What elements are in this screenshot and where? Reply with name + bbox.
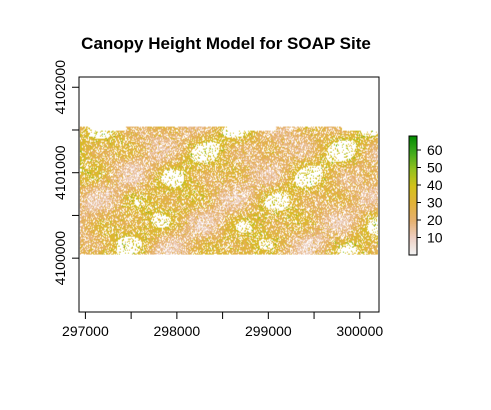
colorbar-segment <box>409 245 417 248</box>
colorbar-segment <box>409 193 417 196</box>
colorbar-segment <box>409 139 417 143</box>
colorbar-segment <box>409 217 417 220</box>
colorbar-segment <box>409 153 417 157</box>
colorbar-segment <box>409 179 417 183</box>
colorbar-segment <box>409 165 417 169</box>
x-tick-label: 297000 <box>62 323 109 339</box>
colorbar-segment <box>409 143 417 147</box>
colorbar-segment <box>409 175 417 179</box>
colorbar-segment <box>409 187 417 191</box>
colorbar-segment <box>409 145 417 149</box>
colorbar-segment <box>409 181 417 185</box>
colorbar-segment <box>409 205 417 208</box>
colorbar-tick-label: 10 <box>427 230 443 246</box>
canopy-height-raster <box>79 126 378 255</box>
colorbar-segment <box>409 251 417 254</box>
x-tick-label: 299000 <box>245 323 292 339</box>
colorbar-tick-label: 20 <box>427 212 443 228</box>
colorbar-segment <box>409 163 417 167</box>
colorbar-segment <box>409 221 417 224</box>
colorbar-segment <box>409 137 417 141</box>
colorbar-segment <box>409 169 417 173</box>
x-tick-label: 300000 <box>336 323 383 339</box>
colorbar-segment <box>409 197 417 200</box>
y-tick-label: 4102000 <box>52 60 68 115</box>
y-axis: 4100000 4101000 4102000 <box>52 60 80 286</box>
colorbar-segment <box>409 207 417 210</box>
colorbar-segment <box>409 173 417 177</box>
colorbar-segment <box>409 211 417 214</box>
colorbar-segment <box>409 209 417 212</box>
y-tick-label: 4100000 <box>52 231 68 286</box>
colorbar-segment <box>409 155 417 159</box>
colorbar-segment <box>409 213 417 216</box>
colorbar-tick-label: 60 <box>427 142 443 158</box>
colorbar-segment <box>409 235 417 238</box>
colorbar-segment <box>409 253 417 256</box>
colorbar-segment <box>409 171 417 175</box>
colorbar-segment <box>409 136 417 139</box>
colorbar-segment <box>409 223 417 226</box>
colorbar-segment <box>409 219 417 222</box>
colorbar-segment <box>409 151 417 155</box>
chart-title: Canopy Height Model for SOAP Site <box>81 34 371 53</box>
colorbar-segment <box>409 177 417 181</box>
colorbar-segment <box>409 233 417 236</box>
colorbar-segment <box>409 159 417 163</box>
colorbar-segment <box>409 247 417 250</box>
colorbar-tick-label: 50 <box>427 160 443 176</box>
colorbar-segment <box>409 167 417 171</box>
colorbar-segment <box>409 215 417 218</box>
colorbar-segment <box>409 239 417 242</box>
colorbar-segment <box>409 183 417 187</box>
colorbar-segment <box>409 201 417 204</box>
colorbar-segment <box>409 241 417 244</box>
colorbar-segment <box>409 195 417 198</box>
y-tick-label: 4101000 <box>52 145 68 200</box>
x-tick-label: 298000 <box>154 323 201 339</box>
colorbar-segment <box>409 141 417 145</box>
colorbar-segment <box>409 149 417 153</box>
colorbar-segment <box>409 229 417 232</box>
colorbar-segment <box>409 199 417 202</box>
colorbar-segment <box>409 225 417 228</box>
colorbar-segment <box>409 185 417 189</box>
colorbar-segment <box>409 203 417 206</box>
colorbar-segment <box>409 231 417 234</box>
colorbar-segment <box>409 243 417 246</box>
colorbar-tick-label: 40 <box>427 177 443 193</box>
colorbar-segment <box>409 157 417 161</box>
colorbar-segment <box>409 227 417 230</box>
colorbar-segment <box>409 189 417 193</box>
colorbar-segment <box>409 191 417 195</box>
colorbar-segment <box>409 237 417 240</box>
colorbar-segment <box>409 161 417 165</box>
colorbar-segment <box>409 249 417 252</box>
raster-image <box>79 126 378 255</box>
colorbar-tick-label: 30 <box>427 195 443 211</box>
x-axis: 297000 298000 299000 300000 <box>62 311 383 339</box>
colorbar-frame <box>408 135 418 256</box>
colorbar-segment <box>409 147 417 151</box>
